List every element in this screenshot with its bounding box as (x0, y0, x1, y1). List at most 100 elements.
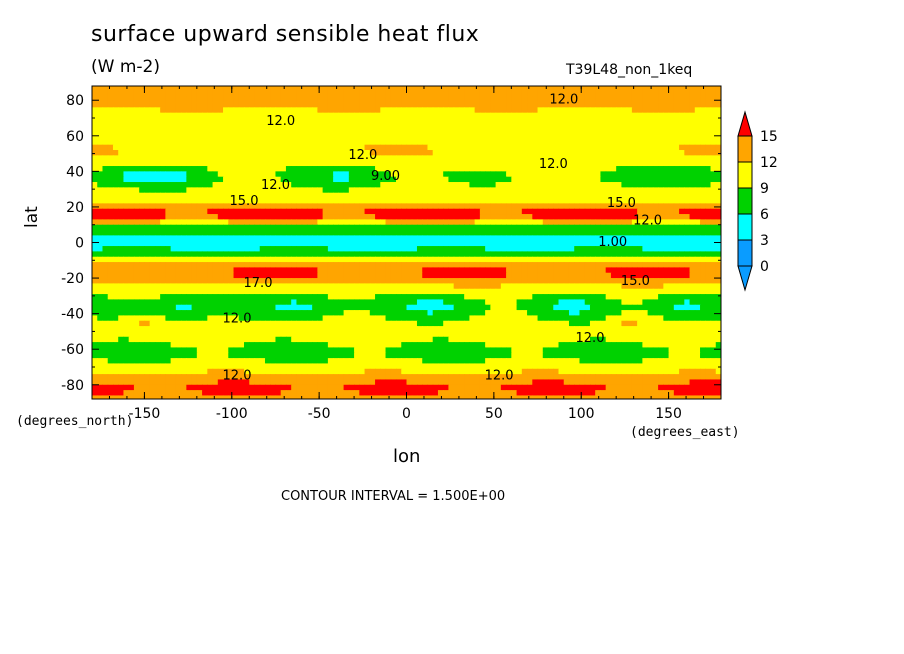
field-cell (202, 150, 208, 156)
field-cell (322, 208, 329, 215)
field-cell (270, 208, 277, 215)
field-cell (437, 272, 444, 279)
field-cell (626, 187, 633, 194)
field-cell (495, 219, 502, 226)
x-axis-unit-label: (degrees_east) (630, 425, 740, 440)
field-cell (275, 198, 282, 204)
field-cell (154, 182, 161, 188)
field-cell (280, 294, 287, 301)
field-cell (396, 251, 402, 258)
field-cell (249, 102, 256, 108)
field-cell (668, 112, 675, 119)
field-cell (264, 86, 271, 92)
field-cell (458, 182, 465, 188)
field-cell (92, 187, 98, 194)
field-cell (170, 208, 177, 215)
field-cell (275, 118, 282, 124)
field-cell (343, 267, 350, 274)
field-cell (694, 171, 701, 178)
field-cell (511, 91, 518, 98)
field-cell (679, 118, 685, 124)
field-cell (107, 134, 114, 140)
field-cell (579, 262, 586, 268)
field-cell (490, 203, 497, 210)
field-cell (647, 251, 654, 258)
field-cell (511, 256, 518, 263)
field-cell (453, 150, 460, 156)
field-cell (684, 219, 691, 226)
field-cell (123, 118, 130, 124)
field-cell (558, 91, 565, 98)
field-cell (631, 128, 638, 135)
field-cell (112, 214, 119, 220)
field-cell (631, 214, 638, 220)
field-cell (196, 262, 203, 268)
field-cell (563, 155, 570, 162)
field-cell (244, 160, 250, 167)
field-cell (291, 192, 298, 199)
field-cell (464, 102, 470, 108)
field-cell (154, 134, 161, 140)
field-cell (490, 112, 497, 119)
field-cell (181, 278, 187, 285)
field-cell (217, 96, 224, 103)
field-cell (107, 112, 114, 119)
field-cell (427, 246, 434, 252)
field-cell (652, 128, 659, 135)
field-cell (453, 155, 460, 162)
field-cell (652, 240, 659, 247)
field-cell (191, 278, 198, 285)
field-cell (668, 251, 675, 258)
field-cell (364, 91, 371, 98)
field-cell (584, 134, 591, 140)
field-cell (102, 112, 109, 119)
field-cell (710, 118, 717, 124)
field-cell (306, 294, 313, 301)
field-cell (500, 224, 507, 231)
field-cell (301, 224, 308, 231)
field-cell (469, 267, 476, 274)
field-cell (275, 86, 282, 92)
field-cell (479, 235, 486, 242)
field-cell (249, 128, 256, 135)
field-cell (416, 198, 423, 204)
field-cell (112, 102, 119, 108)
field-cell (223, 139, 229, 146)
field-cell (563, 150, 570, 156)
field-cell (154, 123, 161, 130)
field-cell (474, 208, 481, 215)
field-cell (589, 256, 596, 263)
field-cell (207, 240, 214, 247)
field-cell (107, 224, 114, 231)
field-cell (385, 139, 392, 146)
field-cell (637, 118, 643, 124)
field-cell (207, 102, 214, 108)
field-cell (521, 134, 528, 140)
field-cell (558, 214, 565, 220)
field-cell (401, 86, 408, 92)
field-cell (322, 144, 329, 151)
field-cell (500, 160, 507, 167)
field-cell (92, 112, 98, 119)
field-cell (354, 283, 360, 290)
field-cell (715, 118, 721, 124)
field-cell (264, 235, 271, 242)
field-cell (548, 118, 554, 124)
field-cell (416, 166, 423, 172)
field-cell (102, 160, 109, 167)
field-cell (705, 251, 712, 258)
field-cell (390, 150, 397, 156)
field-cell (107, 160, 114, 167)
field-cell (631, 230, 638, 236)
field-cell (584, 166, 591, 172)
field-cell (621, 272, 628, 279)
field-cell (165, 288, 172, 295)
field-cell (280, 150, 287, 156)
field-cell (275, 182, 282, 188)
field-cell (448, 224, 455, 231)
field-cell (102, 144, 109, 151)
field-cell (715, 251, 721, 258)
field-cell (652, 144, 659, 151)
field-cell (123, 235, 130, 242)
field-cell (196, 278, 203, 285)
